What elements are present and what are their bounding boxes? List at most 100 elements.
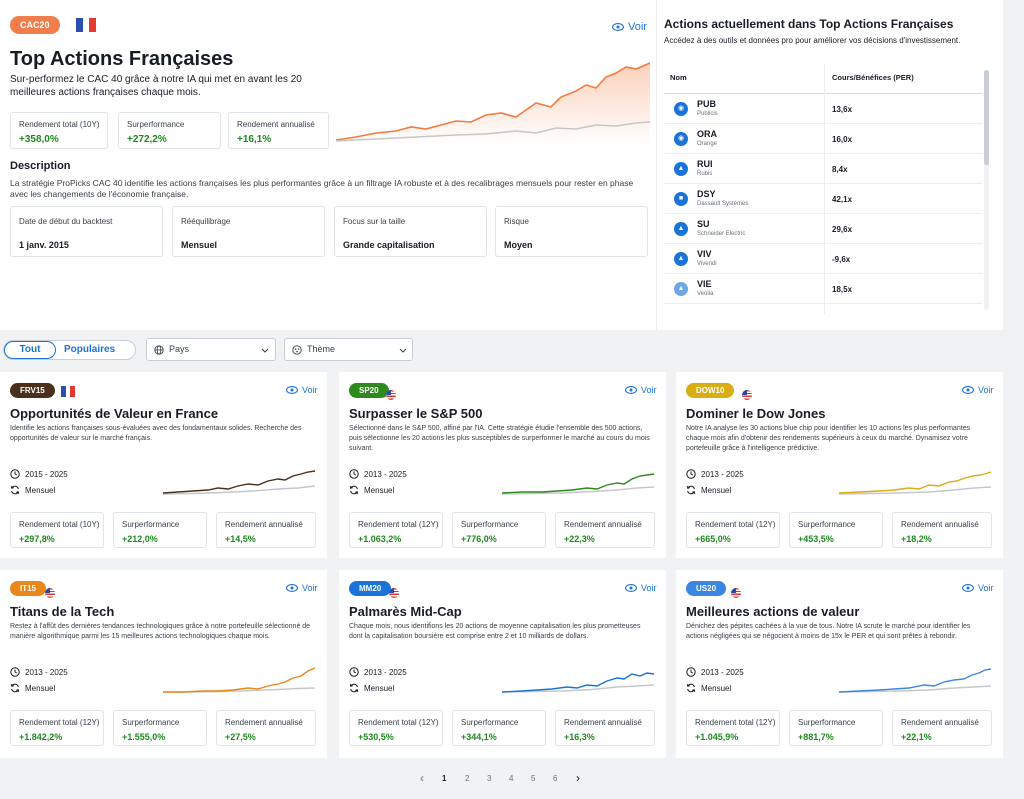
refresh-icon <box>349 683 359 693</box>
prev-page-button[interactable]: ‹ <box>420 771 424 785</box>
voir-link[interactable]: Voir <box>962 583 994 593</box>
stat-value: +358,0% <box>19 134 59 145</box>
table-row[interactable]: ▲ SU Schneider Electric 29,6x <box>664 214 982 244</box>
page-2-button[interactable]: 2 <box>465 774 470 783</box>
info-backtest-start: Date de début du backtest 1 janv. 2015 <box>10 206 163 257</box>
eye-icon <box>625 584 637 592</box>
next-page-button[interactable]: › <box>576 771 580 785</box>
voir-link[interactable]: Voir <box>286 385 318 395</box>
voir-label: Voir <box>978 583 994 593</box>
strategy-card[interactable]: SP20 Voir Surpasser le S&P 500 Sélectionné … <box>339 372 666 558</box>
strategy-tag: DOW10 <box>686 383 735 398</box>
card-title[interactable]: Palmarès Mid-Cap <box>349 604 462 619</box>
rebalance-text: Mensuel <box>25 683 56 693</box>
page-3-button[interactable]: 3 <box>487 774 492 783</box>
strategy-card[interactable]: FRV15 Voir Opportunités de Valeur en Franc… <box>0 372 327 558</box>
company-name: Orange <box>697 141 718 147</box>
stat-value: +272,2% <box>127 134 167 145</box>
strategy-card[interactable]: IT15 Voir Titans de la Tech Restez à l'affû… <box>0 570 327 758</box>
ticker: PUB <box>697 99 717 109</box>
page-6-button[interactable]: 6 <box>553 774 558 783</box>
chevron-down-icon <box>261 348 269 353</box>
card-title[interactable]: Meilleures actions de valeur <box>686 604 860 619</box>
refresh-icon <box>10 485 20 495</box>
stat-total-return: Rendement total (12Y) +1.045,9% <box>686 710 780 746</box>
strategy-card[interactable]: US20 Voir Meilleures actions de valeur Déni… <box>676 570 1003 758</box>
card-title[interactable]: Titans de la Tech <box>10 604 115 619</box>
card-performance-chart <box>839 471 992 495</box>
voir-link[interactable]: Voir <box>612 21 647 33</box>
holdings-table: Nom Cours/Bénéfices (PER) ◉ PUB Publicis… <box>664 64 990 314</box>
voir-label: Voir <box>641 385 657 395</box>
strategy-line <box>839 471 992 494</box>
description-text: La stratégie ProPicks CAC 40 identifie l… <box>10 178 634 199</box>
per-value: 8,4x <box>832 165 848 174</box>
ticker: ORA <box>697 129 717 139</box>
card-description: Restez à l'affût des dernières tendances… <box>10 623 311 640</box>
strategy-card[interactable]: MM20 Voir Palmarès Mid-Cap Chaque mois, nou… <box>339 570 666 758</box>
stat-annualized: Rendement annualisé +22,1% <box>892 710 992 746</box>
strategy-tag: CAC20 <box>10 16 60 34</box>
stat-annualized: Rendement annualisé +16,3% <box>555 710 655 746</box>
page-subtitle: Sur-performez le CAC 40 grâce à notre IA… <box>10 74 302 98</box>
voir-link[interactable]: Voir <box>286 583 318 593</box>
refresh-icon <box>349 485 359 495</box>
voir-link[interactable]: Voir <box>625 385 657 395</box>
col-per: Cours/Bénéfices (PER) <box>832 73 914 82</box>
table-row[interactable]: ▲ VIE Veolia 18,5x <box>664 274 982 304</box>
ticker: RUI <box>697 159 713 169</box>
table-row[interactable]: ▲ VIV Vivendi -9,6x <box>664 244 982 274</box>
tab-all[interactable]: Tout <box>4 341 56 359</box>
per-value: 42,1x <box>832 195 853 204</box>
table-row[interactable]: ◉ PUB Publicis 13,6x <box>664 94 982 124</box>
card-title[interactable]: Opportunités de Valeur en France <box>10 406 219 421</box>
voir-link[interactable]: Voir <box>962 385 994 395</box>
company-name: Rubis <box>697 171 713 177</box>
france-flag-icon <box>61 386 76 397</box>
info-rebalance: Rééquilibrage Mensuel <box>172 206 325 257</box>
globe-icon <box>154 345 164 355</box>
tab-popular[interactable]: Populaires <box>64 344 115 355</box>
scrollbar-track[interactable] <box>984 70 989 310</box>
scrollbar-thumb[interactable] <box>984 70 989 165</box>
stat-label: Rendement annualisé <box>901 520 979 529</box>
rubis-logo-icon: ▲ <box>674 162 688 176</box>
holdings-subtitle: Accédez à des outils et données pro pour… <box>664 36 961 45</box>
usa-flag-icon <box>45 588 55 598</box>
table-row[interactable]: ▲ RUI Rubis 8,4x <box>664 154 982 184</box>
eye-icon <box>962 386 974 394</box>
clock-icon <box>10 667 20 677</box>
featured-performance-chart <box>336 62 650 145</box>
stat-label: Rendement annualisé <box>901 718 979 727</box>
table-row[interactable]: ■ DSY Dassault Systèmes 42,1x <box>664 184 982 214</box>
card-title[interactable]: Surpasser le S&P 500 <box>349 406 483 421</box>
veolia-logo-icon: ▲ <box>674 282 688 296</box>
page-1-button[interactable]: 1 <box>442 774 447 783</box>
theme-select-label: Thème <box>307 344 336 354</box>
stat-value: +14,5% <box>225 534 256 544</box>
card-title[interactable]: Dominer le Dow Jones <box>686 406 826 421</box>
card-description: Chaque mois, nous identifions les 20 act… <box>349 623 641 640</box>
table-row[interactable]: ◉ ORA Orange 16,0x <box>664 124 982 154</box>
stat-total-return: Rendement total (12Y) +1.063,2% <box>349 512 443 548</box>
country-select[interactable]: Pays <box>146 338 276 361</box>
refresh-icon <box>10 683 20 693</box>
page-4-button[interactable]: 4 <box>509 774 514 783</box>
page-5-button[interactable]: 5 <box>531 774 536 783</box>
voir-label: Voir <box>628 21 647 33</box>
stat-value: +27,5% <box>225 732 256 742</box>
stat-label: Rendement annualisé <box>225 718 303 727</box>
strategy-line <box>502 672 655 693</box>
holdings-header: Nom Cours/Bénéfices (PER) <box>664 64 982 94</box>
benchmark-line <box>502 684 655 693</box>
dassault-logo-icon: ■ <box>674 192 688 206</box>
chevron-down-icon <box>399 348 407 353</box>
stat-value: +530,5% <box>358 732 394 742</box>
strategy-tag: US20 <box>686 581 727 596</box>
strategy-card[interactable]: DOW10 Voir Dominer le Dow Jones Notre IA an… <box>676 372 1003 558</box>
voir-link[interactable]: Voir <box>625 583 657 593</box>
rebalance-text: Mensuel <box>25 485 56 495</box>
theme-select[interactable]: Thème <box>284 338 413 361</box>
strategy-line <box>336 62 650 141</box>
stat-label: Rendement annualisé <box>564 520 642 529</box>
